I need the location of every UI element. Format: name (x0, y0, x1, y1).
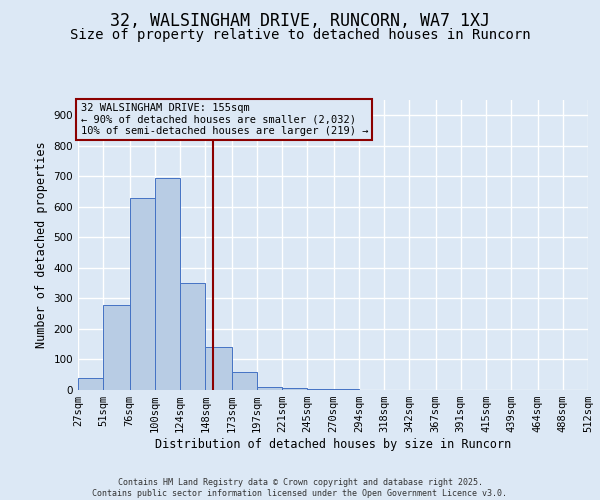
Bar (205, 348, 232, 390)
Text: 32 WALSINGHAM DRIVE: 155sqm
← 90% of detached houses are smaller (2,032)
10% of : 32 WALSINGHAM DRIVE: 155sqm ← 90% of det… (80, 103, 368, 136)
Bar (282, 388, 307, 390)
Bar (130, 198, 155, 390)
Bar (155, 178, 180, 390)
X-axis label: Distribution of detached houses by size in Runcorn: Distribution of detached houses by size … (155, 438, 511, 451)
Bar (103, 304, 130, 390)
Bar (232, 372, 257, 390)
Y-axis label: Number of detached properties: Number of detached properties (35, 142, 48, 348)
Bar (307, 389, 334, 390)
Text: Size of property relative to detached houses in Runcorn: Size of property relative to detached ho… (70, 28, 530, 42)
Bar (180, 283, 205, 390)
Text: 32, WALSINGHAM DRIVE, RUNCORN, WA7 1XJ: 32, WALSINGHAM DRIVE, RUNCORN, WA7 1XJ (110, 12, 490, 30)
Bar (78, 378, 103, 390)
Bar (257, 387, 282, 390)
Text: Contains HM Land Registry data © Crown copyright and database right 2025.
Contai: Contains HM Land Registry data © Crown c… (92, 478, 508, 498)
